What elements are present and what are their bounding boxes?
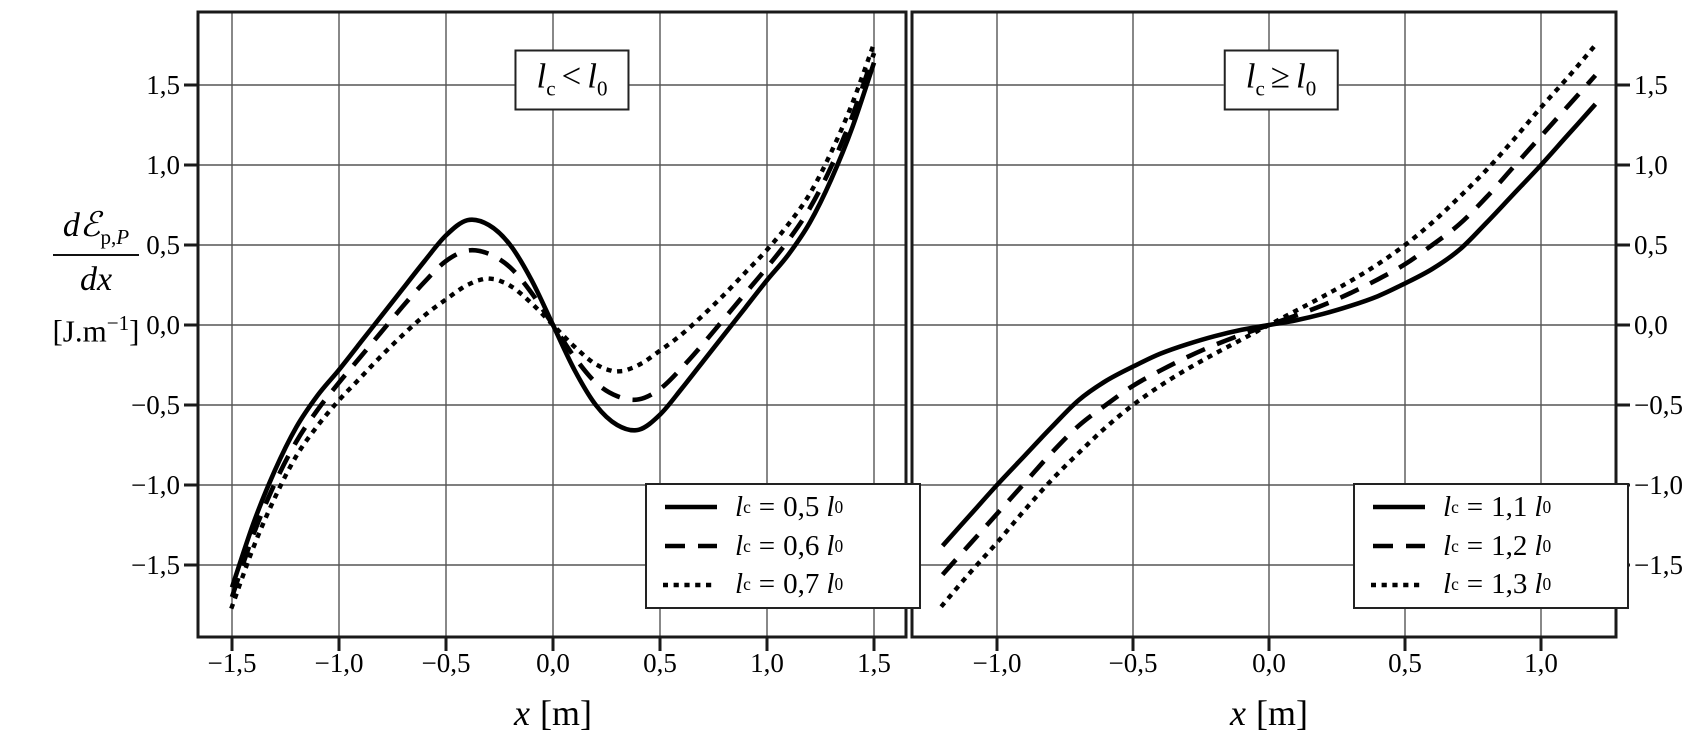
x-tick-label: 0,5 xyxy=(1388,648,1422,678)
y-tick-label: −0,5 xyxy=(131,390,180,420)
legend-left: l c = 0,5 l 0 l c = 0,6 l 0 l c = 0,7 l 0 xyxy=(645,483,921,609)
x-tick-label: 0,0 xyxy=(536,648,570,678)
legend-value: 0,6 xyxy=(783,529,820,562)
series-curve-dotted xyxy=(939,41,1599,609)
x-unit: [m] xyxy=(1256,693,1308,733)
legend-value: 1,2 xyxy=(1491,529,1528,562)
y-tick-label: 1,0 xyxy=(146,150,180,180)
y-tick-label: 0,0 xyxy=(1634,310,1668,340)
x-tick-label: −0,5 xyxy=(1109,648,1158,678)
y-tick-label: 1,5 xyxy=(146,70,180,100)
legend-line-sample xyxy=(663,582,719,587)
y-tick-label: −1,5 xyxy=(131,550,180,580)
legend-l0-symbol: l xyxy=(1534,490,1543,523)
legend-right: l c = 1,1 l 0 l c = 1,2 l 0 l c = 1,3 l 0 xyxy=(1353,483,1629,609)
y-tick-label: −1,0 xyxy=(131,470,180,500)
y-tick-label: −1,5 xyxy=(1634,550,1683,580)
legend-l0-symbol: l xyxy=(826,529,835,562)
legend-value: 0,5 xyxy=(783,490,820,523)
y-axis-fraction: dℰp,P dx xyxy=(52,206,140,299)
x-tick-label: 1,0 xyxy=(750,648,784,678)
legend-line-sample xyxy=(1371,582,1427,587)
x-tick-label: −0,5 xyxy=(422,648,471,678)
x-variable: x xyxy=(1230,693,1246,733)
legend-value: 0,7 xyxy=(783,568,820,601)
y-tick-label: −0,5 xyxy=(1634,390,1683,420)
x-tick-label: −1,0 xyxy=(315,648,364,678)
legend-line-sample xyxy=(1373,504,1425,510)
y-axis-unit: [J.m−1] xyxy=(52,311,140,349)
y-tick-label: 0,0 xyxy=(146,310,180,340)
series-curve-dashed xyxy=(229,52,877,598)
legend-l-symbol: l xyxy=(735,490,744,523)
fraction-numerator: dℰp,P xyxy=(52,206,140,257)
condition-box-right: lc ≥ l0 xyxy=(1223,49,1339,111)
legend-line-sample xyxy=(665,504,717,510)
x-tick-label: −1,0 xyxy=(973,648,1022,678)
y-tick-label: 1,5 xyxy=(1634,70,1668,100)
legend-l0-symbol: l xyxy=(826,568,835,601)
y-axis-label: dℰp,P dx [J.m−1] xyxy=(12,206,180,349)
legend-item: l c = 0,5 l 0 xyxy=(663,491,919,524)
x-axis-label-right: x [m] xyxy=(1230,692,1308,734)
legend-l-symbol: l xyxy=(1443,568,1452,601)
legend-item: l c = 1,2 l 0 xyxy=(1371,530,1627,563)
legend-line-sample xyxy=(665,543,717,549)
legend-value: 1,3 xyxy=(1491,568,1528,601)
legend-l-symbol: l xyxy=(735,568,744,601)
y-tick-label: 0,5 xyxy=(146,230,180,260)
legend-value: 1,1 xyxy=(1491,490,1528,523)
condition-box-left: lc < l0 xyxy=(514,49,630,111)
y-tick-label: −1,0 xyxy=(1634,470,1683,500)
x-axis-label-left: x [m] xyxy=(514,692,592,734)
legend-l-symbol: l xyxy=(735,529,744,562)
x-tick-label: 0,5 xyxy=(643,648,677,678)
legend-l0-symbol: l xyxy=(826,490,835,523)
x-tick-label: 1,5 xyxy=(857,648,891,678)
x-tick-label: 0,0 xyxy=(1252,648,1286,678)
legend-item: l c = 1,3 l 0 xyxy=(1371,568,1627,601)
series-curve-dotted xyxy=(229,40,877,610)
x-variable: x xyxy=(514,693,530,733)
x-tick-label: 1,0 xyxy=(1524,648,1558,678)
d-symbol: d xyxy=(62,207,80,244)
x-tick-label: −1,5 xyxy=(208,648,257,678)
legend-l-symbol: l xyxy=(1443,490,1452,523)
legend-line-sample xyxy=(1373,543,1425,549)
x-unit: [m] xyxy=(540,693,592,733)
legend-l0-symbol: l xyxy=(1534,529,1543,562)
legend-item: l c = 1,1 l 0 xyxy=(1371,491,1627,524)
legend-item: l c = 0,7 l 0 xyxy=(663,568,919,601)
relation-symbol: ≥ xyxy=(1270,56,1291,96)
legend-item: l c = 0,6 l 0 xyxy=(663,530,919,563)
y-tick-label: 0,5 xyxy=(1634,230,1668,260)
legend-l0-symbol: l xyxy=(1534,568,1543,601)
series-curve-dashed xyxy=(940,73,1598,577)
numerator-subscript: p,P xyxy=(100,224,130,249)
fraction-denominator: dx xyxy=(79,261,113,299)
y-tick-label: 1,0 xyxy=(1634,150,1668,180)
script-E-symbol: ℰ xyxy=(79,207,101,244)
legend-l-symbol: l xyxy=(1443,529,1452,562)
relation-symbol: < xyxy=(561,56,582,96)
